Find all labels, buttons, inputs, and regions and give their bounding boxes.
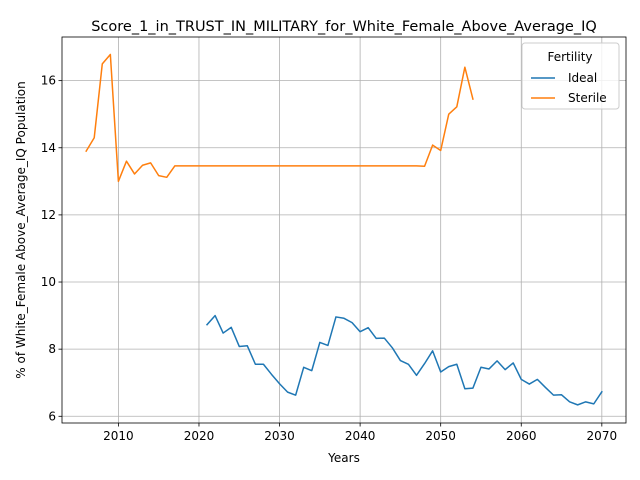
grid — [62, 37, 626, 423]
x-tick-label: 2070 — [587, 429, 618, 443]
y-tick-label: 14 — [41, 141, 56, 155]
legend-label-ideal: Ideal — [568, 71, 597, 85]
x-tick-label: 2020 — [184, 429, 215, 443]
y-tick-label: 12 — [41, 208, 56, 222]
plot-frame — [61, 36, 627, 424]
series-line-sterile — [85, 53, 474, 183]
y-tick-label: 8 — [48, 342, 56, 356]
x-tick-label: 2010 — [103, 429, 134, 443]
series-lines — [85, 53, 603, 406]
x-tick-label: 2030 — [264, 429, 295, 443]
y-axis-label: % of White_Female Above_Average_IQ Popul… — [14, 81, 28, 378]
y-tick-label: 10 — [41, 275, 56, 289]
legend: Fertility Ideal Sterile — [521, 42, 620, 110]
legend-box — [521, 42, 620, 110]
x-axis-label: Years — [327, 451, 360, 465]
series-line-ideal — [205, 314, 603, 406]
y-tick-label: 16 — [41, 74, 56, 88]
x-tick-label: 2050 — [425, 429, 456, 443]
x-tick-label: 2040 — [345, 429, 376, 443]
legend-label-sterile: Sterile — [568, 91, 607, 105]
axis-ticks: 2010 2020 2030 2040 2050 2060 2070 6 8 10 12 14 16 — [41, 74, 617, 443]
x-tick-label: 2060 — [506, 429, 537, 443]
legend-title: Fertility — [547, 50, 592, 64]
chart-title: Score_1_in_TRUST_IN_MILITARY_for_White_F… — [91, 19, 597, 35]
y-tick-label: 6 — [48, 409, 56, 423]
